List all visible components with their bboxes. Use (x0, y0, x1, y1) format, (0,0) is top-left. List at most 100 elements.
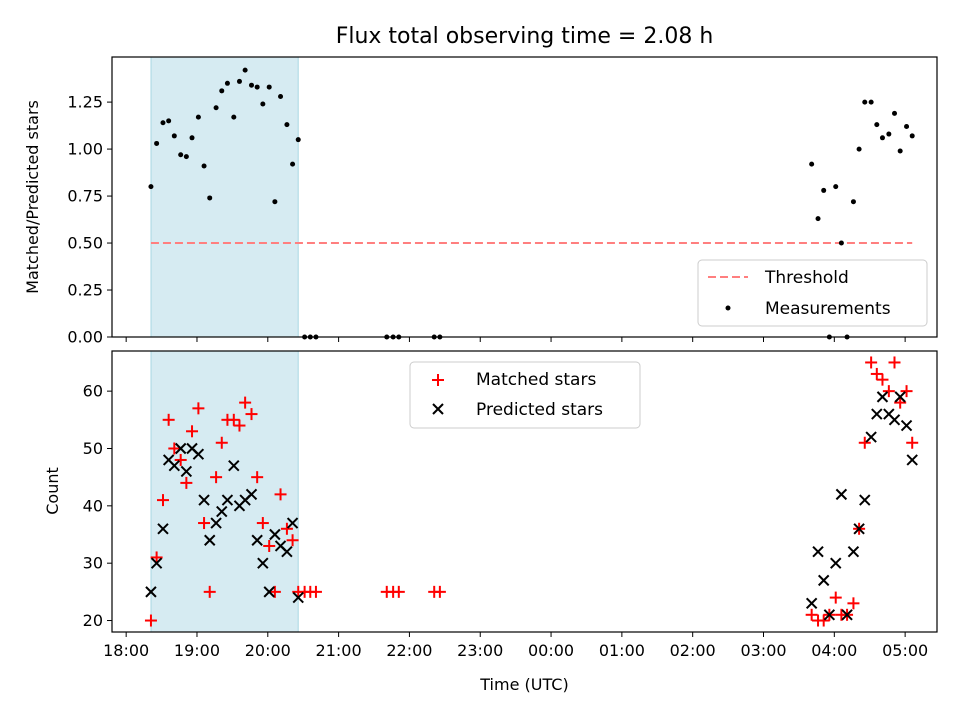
bottom-xtick-label: 18:00 (103, 641, 149, 660)
predicted-star-point (251, 534, 263, 546)
matched-star-point (888, 356, 901, 369)
measurement-point (850, 199, 856, 205)
top-y-axis-label: Matched/Predicted stars (23, 100, 42, 294)
measurement-point (897, 148, 903, 154)
matched-star-point (210, 471, 223, 484)
measurement-point (148, 184, 154, 190)
legend-predicted-label: Predicted stars (476, 400, 603, 420)
top-ytick-label: 0.50 (67, 234, 103, 253)
measurement-point (809, 161, 815, 167)
measurement-point (231, 114, 237, 120)
legend-matched-swatch (432, 374, 444, 386)
measurement-point (171, 133, 177, 139)
top-ytick-label: 1.25 (67, 93, 103, 112)
matched-star-point (168, 442, 181, 455)
measurement-point (224, 80, 230, 86)
bottom-xtick-label: 19:00 (174, 641, 220, 660)
measurement-point (856, 146, 862, 152)
matched-star-point (900, 385, 913, 398)
bottom-xtick-label: 20:00 (245, 641, 291, 660)
predicted-star-point (145, 586, 157, 598)
matched-star-point (162, 413, 175, 426)
measurement-point (178, 152, 184, 158)
matched-star-point (817, 614, 830, 627)
measurement-point (290, 161, 296, 167)
matched-star-point (233, 419, 246, 432)
predicted-star-point (281, 546, 293, 558)
predicted-star-point (906, 454, 918, 466)
measurement-point (213, 105, 219, 111)
matched-star-point (150, 551, 163, 564)
measurement-point (219, 88, 225, 94)
predicted-star-point (900, 419, 913, 432)
bottom-ytick-label: 40 (83, 496, 103, 515)
matched-star-point (245, 408, 258, 421)
bottom-panel-frame (111, 350, 938, 633)
bottom-xtick-label: 00:00 (528, 641, 574, 660)
matched-star-point (274, 488, 287, 501)
measurement-point (892, 110, 898, 116)
matched-star-point (858, 436, 871, 449)
legend-measurements-label: Measurements (765, 299, 891, 319)
measurement-point (236, 78, 242, 84)
measurement-point (272, 199, 278, 205)
predicted-star-point (859, 494, 871, 506)
top-ytick-label: 0.00 (67, 328, 103, 347)
predicted-star-point (817, 574, 830, 587)
measurement-point (154, 140, 160, 146)
measurement-point (879, 135, 885, 141)
bottom-y-axis-label: Count (43, 467, 62, 515)
matched-star-point (392, 585, 405, 598)
measurement-point (833, 184, 839, 190)
measurement-point (838, 240, 844, 246)
bottom-xtick-label: 03:00 (740, 641, 786, 660)
top-ytick-label: 0.25 (67, 281, 103, 300)
measurement-point (260, 101, 266, 107)
matched-star-point (280, 522, 293, 535)
predicted-star-point (168, 459, 181, 472)
matched-star-point (198, 517, 211, 530)
bottom-xtick-label: 05:00 (882, 641, 928, 660)
matched-star-point (870, 367, 883, 380)
matched-star-point (906, 436, 919, 449)
legend-predicted-swatch (432, 403, 444, 415)
measurement-point (815, 216, 821, 222)
bottom-xtick-label: 21:00 (316, 641, 362, 660)
matched-star-point (433, 585, 446, 598)
predicted-star-point (150, 557, 163, 569)
matched-star-point (174, 453, 187, 466)
predicted-star-point (853, 523, 865, 535)
top-panel-frame (111, 56, 938, 338)
matched-star-point (865, 356, 878, 369)
chart-title: Flux total observing time = 2.08 h (336, 24, 714, 49)
measurement-point (886, 131, 892, 137)
predicted-star-point (198, 494, 210, 506)
measurement-point (284, 122, 290, 128)
predicted-star-point (847, 546, 860, 558)
measurement-point (904, 124, 910, 130)
measurement-point (821, 187, 827, 193)
predicted-star-point (888, 414, 901, 426)
matched-star-point (251, 471, 264, 484)
top-panel: 0.00 0.25 0.50 0.75 1.00 1.25 Matched/Predict… (23, 56, 938, 347)
measurement-point (278, 93, 284, 99)
predicted-star-point (823, 609, 836, 621)
predicted-star-point (257, 557, 269, 569)
bottom-legend: Matched stars Predicted stars (409, 361, 641, 429)
predicted-star-point (245, 488, 258, 501)
predicted-star-point (228, 459, 240, 472)
matched-star-point (847, 597, 860, 610)
predicted-star-point (180, 465, 193, 478)
matched-star-point (186, 425, 199, 438)
legend-threshold-label: Threshold (764, 268, 849, 288)
matched-star-point (882, 385, 895, 398)
matched-star-point (268, 585, 281, 598)
measurement-point (189, 135, 195, 141)
top-ytick-label: 1.00 (67, 140, 103, 159)
bottom-panel: 20 30 40 50 60 18:00 19:00 20:00 21:00 22:00 23:0… (43, 350, 938, 694)
predicted-star-point (830, 557, 842, 569)
predicted-star-point (216, 505, 228, 518)
predicted-star-point (174, 442, 187, 455)
predicted-star-point (221, 494, 234, 506)
predicted-star-point (263, 586, 275, 598)
